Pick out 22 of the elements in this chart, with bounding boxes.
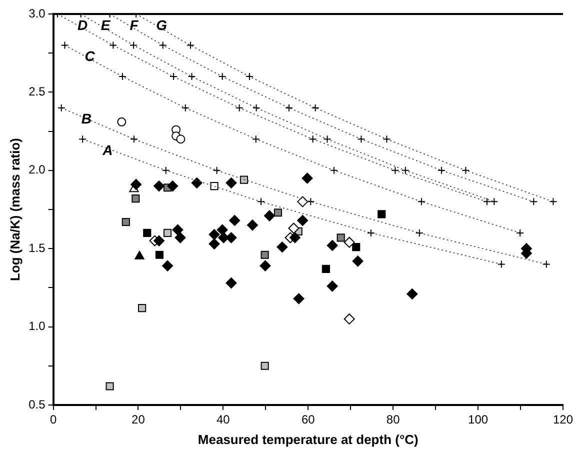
y-tick-label: 1.0 [28, 319, 46, 334]
series-label: C [84, 48, 96, 64]
y-tick-label: 2.0 [28, 162, 46, 177]
x-tick-label: 80 [386, 412, 400, 427]
y-tick-label: 2.5 [28, 84, 46, 99]
x-axis-title: Measured temperature at depth (°C) [198, 432, 418, 447]
series-label: E [100, 16, 111, 33]
series-label: B [81, 110, 92, 127]
x-tick-label: 120 [552, 412, 574, 427]
y-tick-label: 3.0 [28, 6, 46, 20]
y-axis-title: Log (Na/K) (mass ratio) [7, 138, 22, 282]
series-label: F [130, 16, 139, 33]
x-tick-label: 100 [468, 412, 488, 427]
series-label: G [156, 16, 168, 33]
x-tick-label: 60 [301, 412, 316, 427]
x-tick-label: 20 [132, 412, 146, 427]
x-tick-label: 40 [216, 412, 230, 427]
y-tick-label: 0.5 [28, 397, 46, 412]
x-tick-label: 0 [50, 412, 57, 427]
y-tick-label: 1.5 [28, 240, 46, 255]
series-label: D [78, 16, 88, 33]
series-label: A [102, 142, 113, 158]
